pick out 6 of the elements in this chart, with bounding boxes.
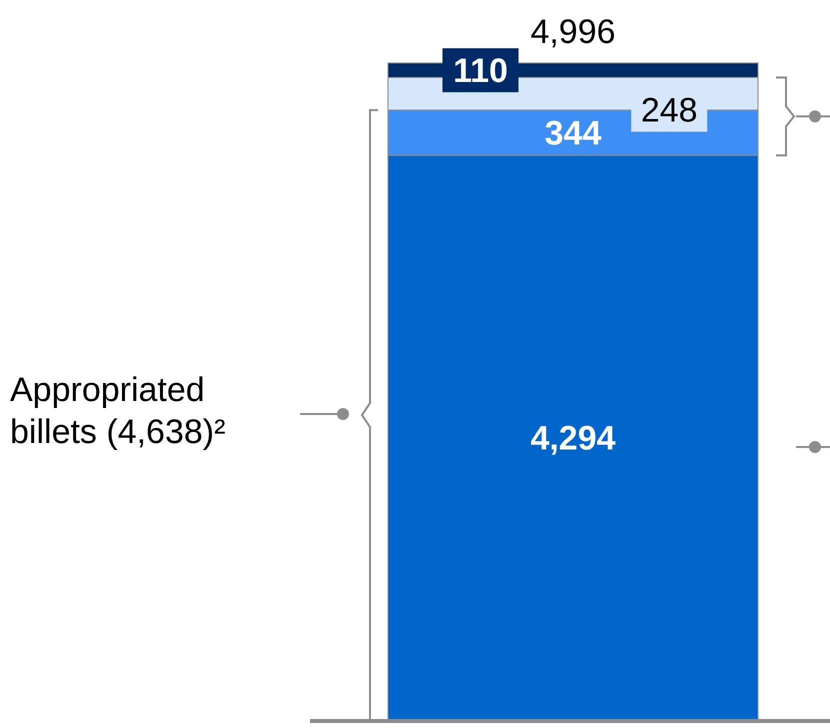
data-label: 4,294 xyxy=(530,420,616,458)
text: Appropriated billets (4,638)² xyxy=(10,371,226,452)
data-label: 248 xyxy=(640,92,698,130)
data-label: 344 xyxy=(544,114,602,153)
total-label: 4,996 xyxy=(530,13,616,51)
data-label: 110 xyxy=(453,52,508,90)
